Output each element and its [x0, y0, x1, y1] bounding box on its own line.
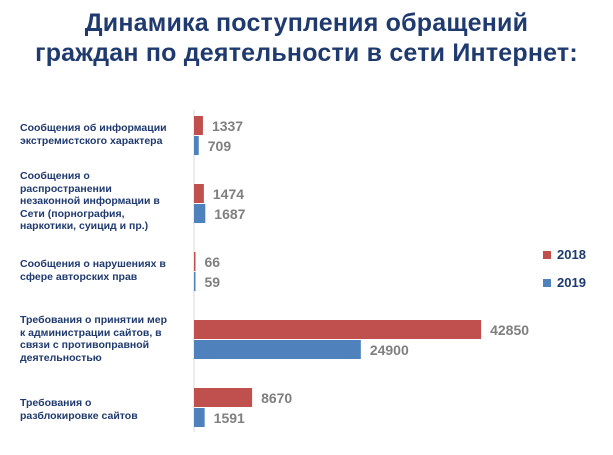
legend-swatch-2019 [543, 278, 551, 287]
category-label-line: связи с противоправной [20, 339, 150, 351]
category-label-line: Сообщения о нарушениях в [20, 258, 166, 270]
bar-2018-1 [194, 116, 203, 135]
category-label-5: Требования о разблокировке сайтов [20, 397, 192, 422]
legend-item-2019: 2019 [543, 275, 586, 290]
bar-2019-4 [194, 340, 361, 359]
data-label-2019-3: 59 [205, 274, 221, 290]
bar-2018-3 [194, 252, 196, 271]
data-label-2018-5: 8670 [261, 390, 292, 406]
category-label-line: сфере авторских прав [20, 270, 138, 283]
bar-2018-2 [194, 184, 204, 203]
category-label-line: экстремистского характера [20, 134, 163, 147]
bar-2018-5 [194, 388, 253, 407]
bar-2019-5 [194, 408, 205, 427]
data-label-2018-2: 1474 [213, 186, 244, 202]
category-label-line: распространении [20, 182, 112, 195]
category-label-line: Требования о принятии мер [20, 314, 168, 326]
category-label-line: незаконной информации в [20, 195, 160, 207]
chart-title-line-2: граждан по деятельности в сети Интернет: [35, 39, 578, 67]
data-label-2018-4: 42850 [490, 322, 529, 338]
category-label-line: Сообщения об информации [20, 122, 167, 134]
data-label-2019-1: 709 [208, 138, 232, 154]
bar-2019-3 [194, 272, 196, 291]
category-label-line: Требования о [20, 397, 92, 409]
legend-item-2018: 2018 [543, 247, 586, 262]
category-label-3: Сообщения о нарушениях в сфере авторских … [20, 258, 192, 283]
category-label-line: к администрации сайтов, в [20, 326, 162, 339]
chart-title-line-1: Динамика поступления обращений [84, 9, 529, 37]
data-label-2019-5: 1591 [214, 410, 245, 426]
data-label-2019-4: 24900 [370, 342, 409, 358]
category-label-2: Сообщения о распространении незаконной инф… [20, 170, 192, 233]
bar-2018-4 [194, 320, 482, 339]
category-label-line: Сообщения о [20, 170, 90, 182]
category-label-line: деятельностью [20, 351, 102, 364]
data-label-2019-2: 1687 [214, 206, 245, 222]
category-label-line: разблокировке сайтов [20, 409, 138, 422]
category-label-line: наркотики, суицид и пр.) [20, 220, 149, 232]
category-label-1: Сообщения об информации экстремистского х… [20, 122, 192, 147]
data-label-2018-1: 1337 [212, 118, 243, 134]
legend-swatch-2018 [543, 250, 551, 259]
legend-label-2018: 2018 [557, 247, 586, 262]
category-label-4: Требования о принятии мер к администрации… [20, 314, 192, 364]
bar-2019-1 [194, 136, 199, 155]
legend-label-2019: 2019 [557, 275, 586, 290]
category-label-line: Сети (порнография, [20, 207, 125, 220]
bar-2019-2 [194, 204, 206, 223]
chart-title: Динамика поступления обращений граждан п… [0, 8, 613, 68]
data-label-2018-3: 66 [205, 254, 221, 270]
